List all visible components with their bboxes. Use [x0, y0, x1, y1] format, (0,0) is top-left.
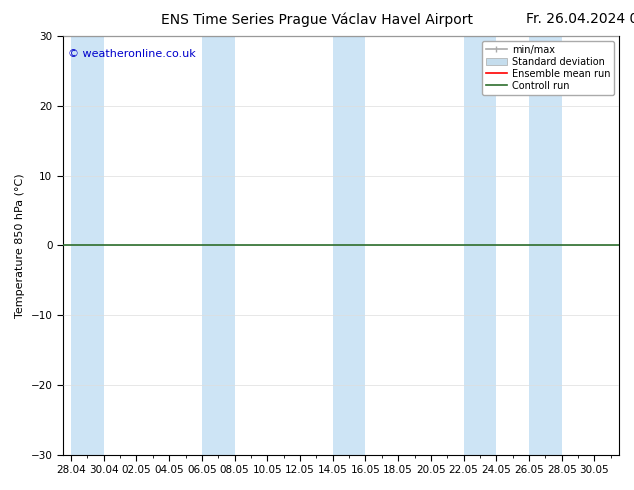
Bar [218, 36, 235, 455]
Bar [545, 36, 562, 455]
Bar [333, 36, 349, 455]
Bar [87, 36, 104, 455]
Bar [463, 36, 480, 455]
Bar [349, 36, 365, 455]
Legend: min/max, Standard deviation, Ensemble mean run, Controll run: min/max, Standard deviation, Ensemble me… [482, 41, 614, 95]
Text: Fr. 26.04.2024 00 UTC: Fr. 26.04.2024 00 UTC [526, 12, 634, 26]
Bar [202, 36, 218, 455]
Y-axis label: Temperature 850 hPa (°C): Temperature 850 hPa (°C) [15, 173, 25, 318]
Text: © weatheronline.co.uk: © weatheronline.co.uk [68, 49, 196, 59]
Title: ENS Time Series Prague Václav Havel Airport        Fr. 26.04.2024 00 UTC: ENS Time Series Prague Václav Havel Airp… [0, 489, 1, 490]
Bar [480, 36, 496, 455]
Bar [71, 36, 87, 455]
Text: ENS Time Series Prague Václav Havel Airport: ENS Time Series Prague Václav Havel Airp… [161, 12, 473, 27]
Bar [529, 36, 545, 455]
